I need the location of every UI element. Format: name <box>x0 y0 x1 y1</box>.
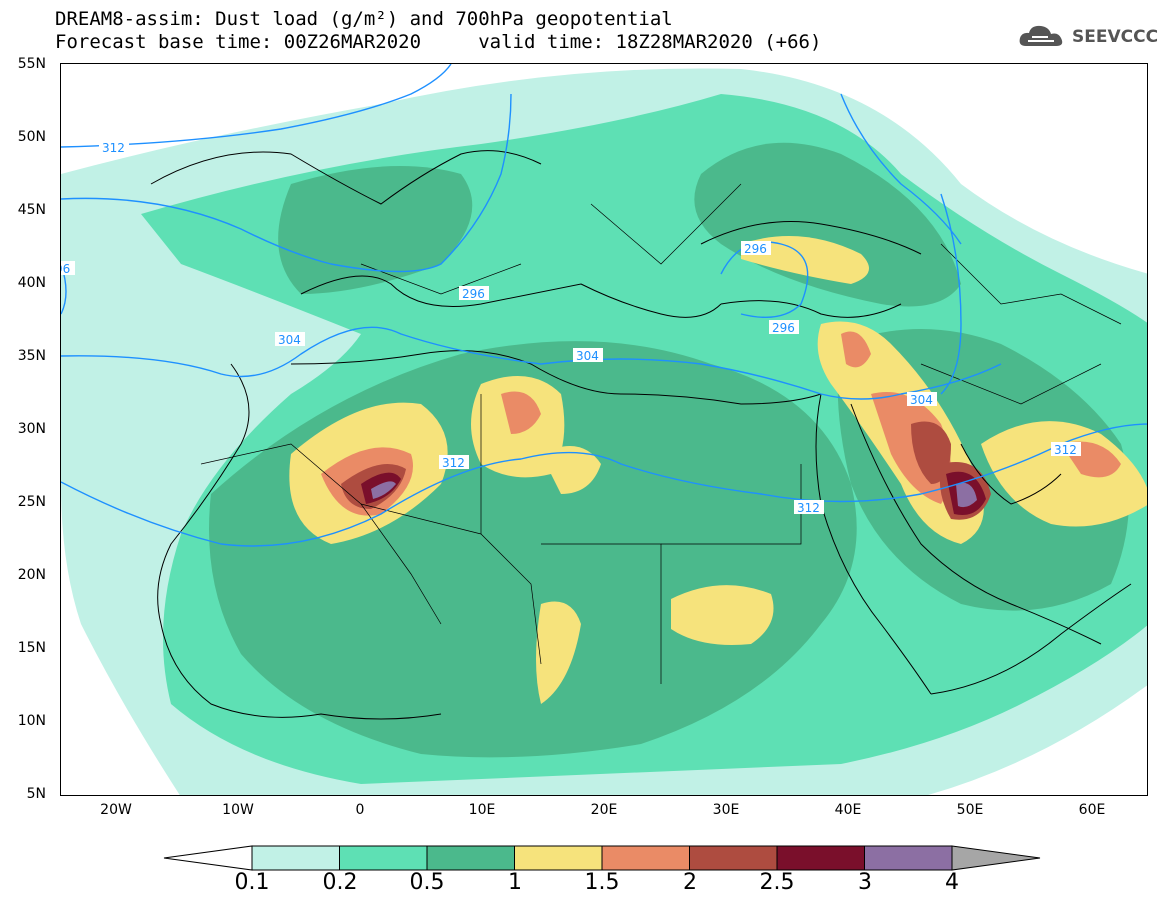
colorbar-label: 2 <box>683 870 697 895</box>
contour-label: 304 <box>910 393 933 407</box>
contour-label: 296 <box>772 321 795 335</box>
colorbar-box <box>339 845 428 871</box>
lat-label-5n: 5N <box>26 786 46 802</box>
contour-label: 304 <box>278 333 301 347</box>
colorbar-over-arrow <box>951 845 1041 871</box>
colorbar-box <box>251 845 340 871</box>
colorbar-label: 1 <box>508 870 522 895</box>
lon-label-50e: 50E <box>956 802 984 818</box>
lon-label-0: 0 <box>355 802 365 818</box>
contour-labels: 312 96 296 304 304 296 296 304 312 312 3… <box>61 140 1081 515</box>
colorbar-label: 0.1 <box>234 870 270 895</box>
lon-label-30e: 30E <box>712 802 740 818</box>
contour-label: 312 <box>1054 443 1077 457</box>
lon-label-10w: 10W <box>222 802 254 818</box>
lon-label-40e: 40E <box>834 802 862 818</box>
lat-label-35n: 35N <box>17 348 46 364</box>
dust-load-map: 312 96 296 304 304 296 296 304 312 312 3… <box>60 63 1148 796</box>
colorbar-label: 1.5 <box>584 870 620 895</box>
contour-label: 96 <box>61 262 70 276</box>
map-subtitle: Forecast base time: 00Z26MAR2020 valid t… <box>55 31 822 53</box>
lat-label-40n: 40N <box>17 275 46 291</box>
colorbar-label: 4 <box>945 870 959 895</box>
contour-label: 296 <box>462 287 485 301</box>
lat-label-10n: 10N <box>17 713 46 729</box>
coastlines <box>150 150 1132 720</box>
lat-label-55n: 55N <box>17 56 46 72</box>
colorbar-box <box>864 845 953 871</box>
logo-text: SEEVCCC <box>1072 27 1159 47</box>
lon-label-20w: 20W <box>100 802 132 818</box>
dust-load-field <box>61 68 1147 795</box>
lon-label-20e: 20E <box>590 802 618 818</box>
lat-label-30n: 30N <box>17 421 46 437</box>
contour-label: 304 <box>576 349 599 363</box>
country-borders <box>200 183 1122 684</box>
lat-label-20n: 20N <box>17 567 46 583</box>
map-canvas: 312 96 296 304 304 296 296 304 312 312 3… <box>61 64 1147 795</box>
contour-label: 296 <box>744 242 767 256</box>
map-title: DREAM8-assim: Dust load (g/m²) and 700hP… <box>55 8 673 30</box>
lat-label-15n: 15N <box>17 640 46 656</box>
lat-label-50n: 50N <box>17 129 46 145</box>
colorbar-box <box>601 845 690 871</box>
cloud-icon <box>1019 25 1063 46</box>
lat-label-45n: 45N <box>17 202 46 218</box>
colorbar-label: 3 <box>858 870 872 895</box>
lon-label-10e: 10E <box>468 802 496 818</box>
contour-label: 312 <box>797 501 820 515</box>
lon-label-60e: 60E <box>1078 802 1106 818</box>
lat-label-25n: 25N <box>17 494 46 510</box>
colorbar-under-arrow <box>163 845 253 871</box>
colorbar-label: 0.2 <box>322 870 358 895</box>
colorbar <box>163 845 1041 871</box>
contour-label: 312 <box>442 456 465 470</box>
colorbar-label: 2.5 <box>759 870 795 895</box>
colorbar-box <box>514 845 603 871</box>
colorbar-box <box>776 845 865 871</box>
colorbar-label: 0.5 <box>409 870 445 895</box>
contour-label: 312 <box>102 141 125 155</box>
seevccc-logo: SEEVCCC <box>1018 24 1158 50</box>
colorbar-box <box>426 845 515 871</box>
colorbar-box <box>689 845 778 871</box>
